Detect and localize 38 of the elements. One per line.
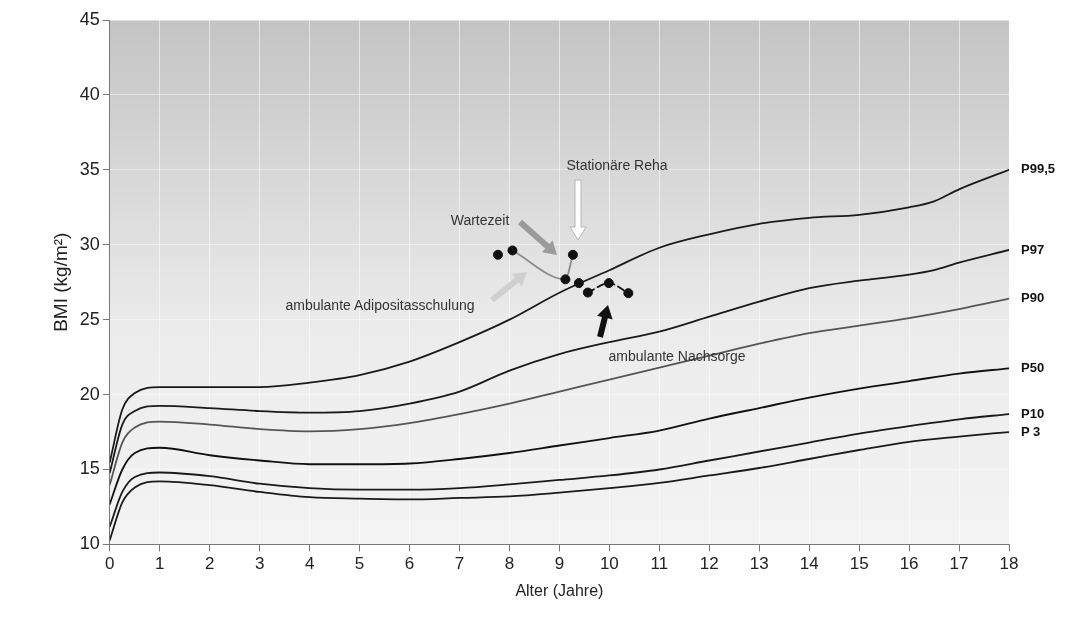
x-tick-label: 13 (749, 554, 769, 574)
x-tick-label: 0 (105, 554, 115, 574)
x-tick-label: 1 (155, 554, 165, 574)
x-tick-label: 8 (504, 554, 515, 574)
y-tick-label: 45 (79, 8, 100, 29)
x-tick-label: 7 (454, 554, 465, 574)
series-label: P90 (1021, 290, 1045, 306)
x-axis-title: Alter (Jahre) (515, 581, 604, 599)
x-tick-label: 11 (650, 554, 669, 574)
x-tick-label: 14 (799, 554, 819, 574)
y-tick-label: 10 (79, 533, 100, 554)
y-tick-label: 20 (79, 383, 100, 404)
x-tick-label: 16 (899, 554, 919, 574)
x-tick-label: 3 (254, 554, 265, 574)
annotation: Wartezeit (450, 212, 510, 228)
y-axis-title: BMI (kg/m²) (49, 232, 71, 332)
annotation: Stationäre Reha (566, 157, 668, 173)
x-tick-label: 17 (949, 554, 969, 574)
series-label: P 3 (1021, 423, 1041, 439)
x-tick-label: 2 (205, 554, 215, 574)
x-tick-label: 4 (304, 554, 315, 574)
x-tick-label: 15 (849, 554, 869, 574)
x-tick-label: 18 (999, 554, 1019, 574)
annotation: ambulante Adipositasschulung (285, 297, 475, 313)
x-tick-label: 6 (404, 554, 415, 574)
x-tick-label: 10 (599, 554, 619, 574)
series-label: P99,5 (1021, 161, 1055, 177)
x-tick-label: 9 (554, 554, 565, 574)
series-label: P50 (1021, 359, 1045, 375)
y-tick-label: 15 (79, 458, 100, 479)
series-label: P10 (1021, 405, 1045, 421)
y-tick-label: 25 (79, 308, 100, 329)
y-tick-label: 40 (79, 83, 100, 104)
x-tick-label: 12 (699, 554, 719, 574)
y-tick-label: 30 (79, 233, 100, 254)
x-tick-label: 5 (354, 554, 365, 574)
y-tick-label: 35 (79, 158, 100, 179)
series-label: P97 (1021, 241, 1045, 257)
